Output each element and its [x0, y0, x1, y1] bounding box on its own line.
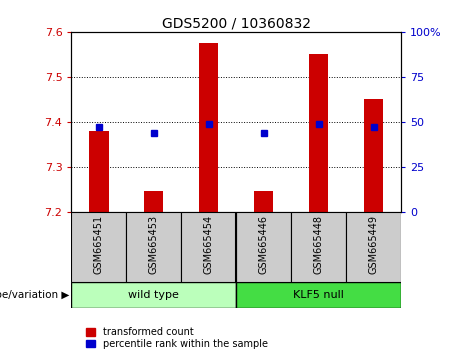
- Text: GSM665448: GSM665448: [313, 215, 324, 274]
- Bar: [291, 212, 346, 282]
- Bar: [126, 212, 181, 282]
- Bar: [71, 212, 126, 282]
- Text: genotype/variation ▶: genotype/variation ▶: [0, 290, 69, 300]
- Bar: [144, 192, 164, 212]
- Bar: [71, 282, 236, 308]
- Bar: [236, 282, 401, 308]
- Legend: transformed count, percentile rank within the sample: transformed count, percentile rank withi…: [86, 327, 268, 349]
- Title: GDS5200 / 10360832: GDS5200 / 10360832: [162, 17, 311, 31]
- Text: GSM665453: GSM665453: [149, 215, 159, 274]
- Text: GSM665451: GSM665451: [94, 215, 104, 274]
- Bar: [309, 54, 328, 212]
- Bar: [346, 212, 401, 282]
- Bar: [89, 131, 108, 212]
- Bar: [181, 212, 236, 282]
- Text: GSM665449: GSM665449: [369, 215, 378, 274]
- Bar: [254, 192, 273, 212]
- Text: KLF5 null: KLF5 null: [293, 290, 344, 300]
- Bar: [236, 212, 291, 282]
- Text: wild type: wild type: [129, 290, 179, 300]
- Bar: [364, 99, 383, 212]
- Text: GSM665446: GSM665446: [259, 215, 269, 274]
- Text: GSM665454: GSM665454: [204, 215, 214, 274]
- Bar: [199, 43, 219, 212]
